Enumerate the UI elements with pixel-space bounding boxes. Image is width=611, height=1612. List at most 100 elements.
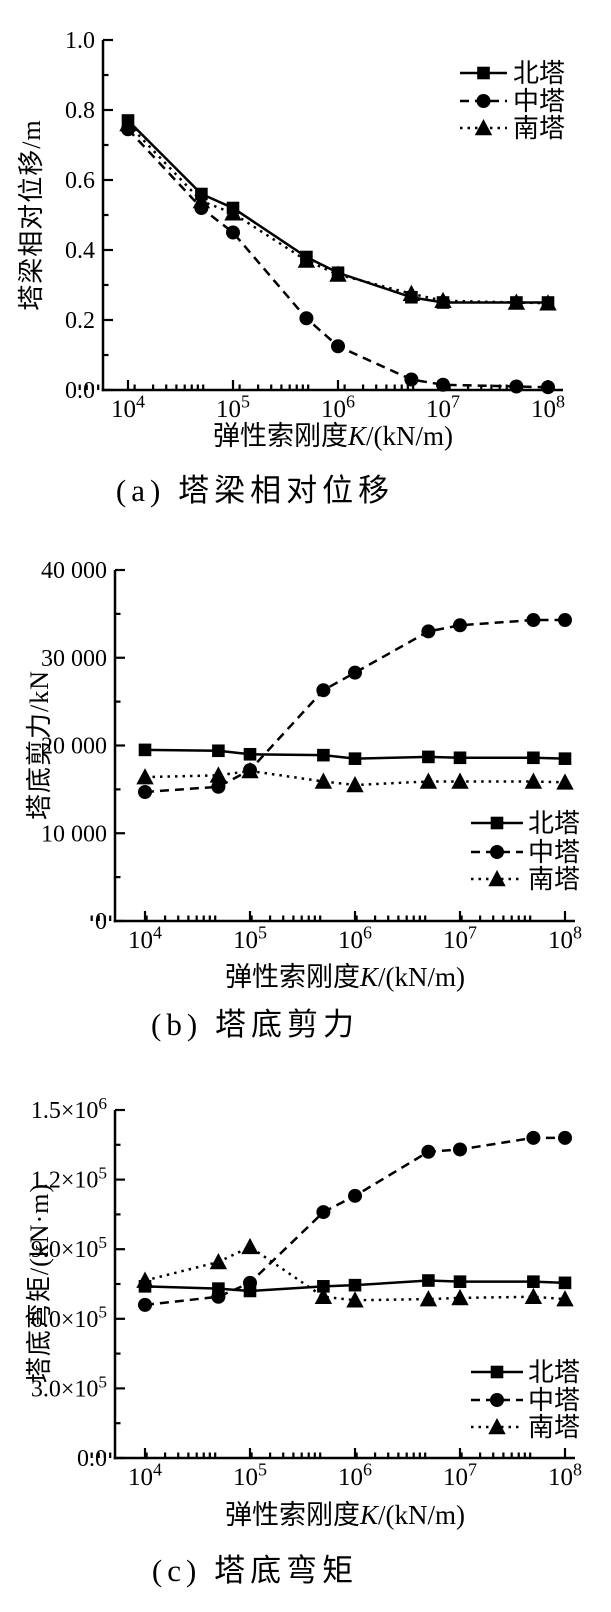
marker-circle: [138, 785, 152, 800]
marker-triangle: [136, 768, 154, 785]
x-axis-title-units: /(kN/m): [378, 1500, 465, 1530]
marker-circle: [226, 225, 240, 240]
legend-marker-circle: [490, 845, 504, 859]
marker-circle: [509, 379, 524, 394]
marker-circle: [558, 1130, 572, 1145]
y-tick-label: 10 000: [41, 821, 107, 847]
marker-triangle: [346, 775, 364, 793]
chart-b-y-axis-title: 塔底剪力/kN: [25, 670, 54, 821]
legend-item-南塔: 南塔: [471, 1413, 580, 1442]
legend-label: 南塔: [528, 865, 580, 894]
legend-item-中塔: 中塔: [471, 1386, 580, 1415]
x-tick-label: 105: [216, 392, 250, 424]
chart-a-caption: (a) 塔梁相对位移: [115, 473, 395, 508]
x-tick-label: 105: [233, 1460, 267, 1492]
y-tick-label: 1.5×106: [31, 1094, 108, 1124]
marker-circle: [331, 339, 345, 354]
marker-square: [348, 1278, 362, 1292]
y-tick-label: 0.8: [65, 98, 95, 124]
marker-circle: [453, 1142, 467, 1157]
marker-triangle: [556, 1290, 574, 1307]
x-axis-title-units: /(kN/m): [378, 962, 465, 992]
legend-marker-triangle: [488, 870, 506, 887]
marker-circle: [316, 683, 331, 698]
legend-item-北塔: 北塔: [460, 59, 565, 88]
x-tick-label: 104: [128, 1460, 162, 1492]
chart-c-plot: 0.0 3.0×105 6.0×105 9.0×105 1.2×105 1.5×106 10…: [31, 1094, 582, 1491]
marker-circle: [348, 665, 362, 680]
marker-triangle: [419, 772, 438, 789]
x-tick-label: 106: [338, 923, 372, 955]
marker-circle: [558, 613, 572, 628]
marker-square: [348, 752, 362, 765]
marker-circle: [541, 380, 555, 395]
marker-circle: [138, 1297, 152, 1312]
y-tick-label: 0.2: [65, 308, 95, 334]
legend-marker-triangle: [488, 1418, 506, 1435]
marker-square: [138, 743, 152, 757]
x-axis-title-symbol: K: [359, 962, 378, 992]
marker-triangle: [451, 1288, 469, 1306]
legend-marker-triangle: [474, 119, 493, 136]
marker-square: [527, 751, 540, 765]
chart-c-x-axis-title: 弹性索刚度K/(kN/m): [115, 1500, 575, 1530]
legend-label: 中塔: [528, 1386, 580, 1415]
x-axis-title-text: 弹性索刚度: [212, 421, 348, 451]
x-tick-label: 108: [531, 392, 565, 424]
legend-marker-circle: [476, 94, 491, 108]
marker-square: [317, 1280, 330, 1293]
marker-square: [422, 750, 435, 764]
marker-circle: [211, 779, 226, 794]
x-tick-label: 107: [443, 923, 477, 955]
axes: 0.0 3.0×105 6.0×105 9.0×105 1.2×105 1.5×106 10…: [31, 1094, 582, 1491]
marker-square: [541, 296, 555, 309]
x-tick-label: 106: [338, 1460, 372, 1492]
marker-square: [436, 296, 450, 309]
axes: 0.0 0.2 0.4 0.6 0.8 1.0 104 105 106 107 108: [65, 28, 565, 423]
series-line-dashed: [144, 618, 565, 794]
chart-a-block: 0.0 0.2 0.4 0.6 0.8 1.0 104 105 106 107 108 北塔 中塔 南塔 …: [0, 0, 611, 520]
marker-circle: [421, 624, 436, 639]
x-axis-title-text: 弹性索刚度: [224, 1500, 360, 1530]
x-axis-title-text: 弹性索刚度: [224, 962, 360, 992]
chart-b-caption: (b) 塔底剪力: [151, 1007, 359, 1042]
marker-triangle: [314, 1287, 333, 1305]
axes: 0 10 000 20 000 30 000 40 000 104 105 106 107 108: [41, 558, 582, 954]
marker-square: [243, 1284, 257, 1298]
series-南塔: [136, 761, 574, 793]
marker-circle: [421, 1144, 436, 1159]
marker-square: [331, 266, 345, 280]
x-tick-label: 107: [443, 1460, 477, 1492]
series-北塔: [121, 114, 555, 309]
chart-b-x-axis-title: 弹性索刚度K/(kN/m): [115, 962, 575, 992]
series-南塔: [119, 115, 557, 311]
marker-square: [405, 290, 418, 304]
marker-square: [138, 1280, 152, 1293]
legend-item-中塔: 中塔: [460, 87, 565, 116]
marker-triangle: [419, 1290, 438, 1307]
marker-triangle: [209, 1252, 228, 1270]
legend-item-北塔: 北塔: [471, 1358, 580, 1387]
legend-marker-square: [490, 1365, 504, 1379]
marker-triangle: [241, 1237, 259, 1255]
marker-triangle: [524, 772, 543, 789]
marker-square: [453, 751, 467, 765]
legend-label: 北塔: [528, 809, 580, 838]
x-axis-title-symbol: K: [347, 421, 366, 451]
legend-item-南塔: 南塔: [460, 114, 565, 143]
x-axis-title-symbol: K: [359, 1500, 378, 1530]
marker-circle: [453, 618, 467, 633]
marker-circle: [436, 377, 450, 392]
y-tick-label: 30 000: [41, 646, 107, 672]
marker-triangle: [346, 1291, 364, 1308]
x-tick-label: 105: [233, 923, 267, 955]
x-tick-label: 104: [128, 923, 162, 955]
x-tick-label: 108: [548, 923, 582, 955]
marker-square: [317, 748, 330, 762]
marker-square: [422, 1274, 435, 1287]
legend-marker-square: [477, 66, 490, 80]
y-tick-label: 0.4: [65, 238, 95, 264]
marker-circle: [404, 372, 419, 387]
